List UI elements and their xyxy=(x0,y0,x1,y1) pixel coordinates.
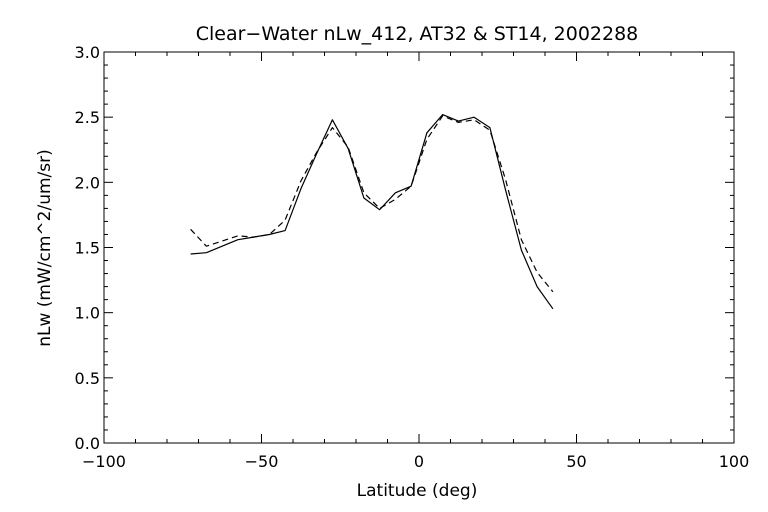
plot-frame xyxy=(103,51,735,444)
x-tick-label: 0 xyxy=(414,452,424,471)
x-tick-label: −50 xyxy=(245,452,279,471)
y-tick-label: 2.0 xyxy=(75,173,100,192)
y-tick-label: 3.0 xyxy=(75,43,100,62)
x-tick-label: 100 xyxy=(719,452,750,471)
y-tick-label: 0.0 xyxy=(75,434,100,453)
x-tick-label: 50 xyxy=(566,452,586,471)
y-tick-label: 2.5 xyxy=(75,108,100,127)
y-tick-label: 1.5 xyxy=(75,239,100,258)
series-line-solid xyxy=(190,113,554,310)
axis-ticks: −100 −50 0 50 100 0.0 0.5 1.0 1.5 2.0 2.5 3.0 xyxy=(75,43,750,471)
x-axis-label: Latitude (deg) xyxy=(357,481,478,501)
y-tick-label: 1.0 xyxy=(75,304,100,323)
chart-title: Clear−Water nLw_412, AT32 & ST14, 200228… xyxy=(196,23,639,45)
series-group xyxy=(190,113,554,310)
y-axis-label: nLw (mW/cm^2/um/sr) xyxy=(35,149,55,347)
y-tick-label: 0.5 xyxy=(75,369,100,388)
x-tick-label: −100 xyxy=(82,452,126,471)
